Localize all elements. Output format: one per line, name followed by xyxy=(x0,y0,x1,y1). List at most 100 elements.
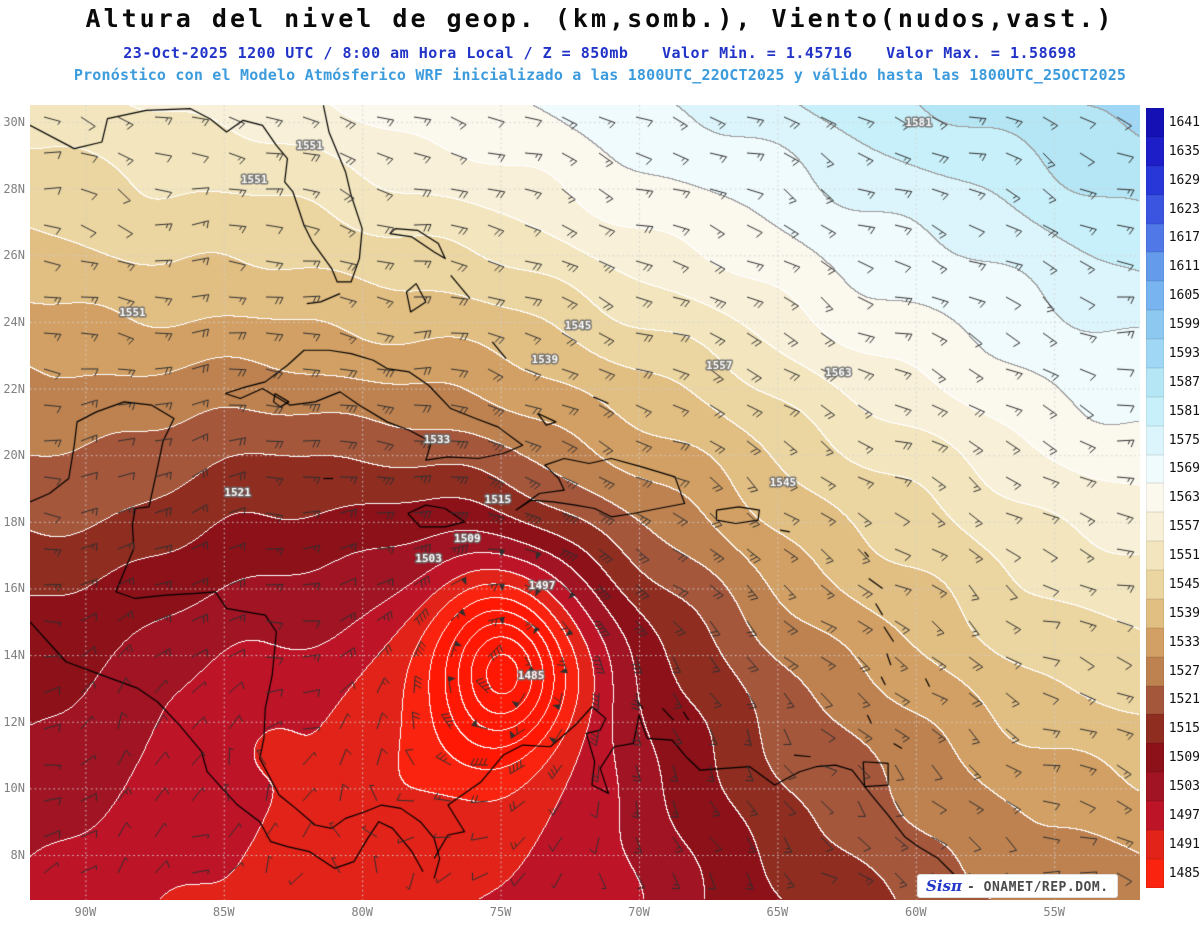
colorbar-row: 1641 xyxy=(1146,108,1200,137)
colorbar-row: 1611 xyxy=(1146,252,1200,282)
colorbar-label: 1641 xyxy=(1168,114,1200,130)
colorbar-row: 1545 xyxy=(1146,570,1200,599)
page-title: Altura del nivel de geop. (km,somb.), Vi… xyxy=(85,4,1115,33)
colorbar-cell xyxy=(1146,512,1164,542)
lon-tick-label: 55W xyxy=(1043,905,1066,919)
lon-tick-label: 60W xyxy=(904,905,927,919)
colorbar-label: 1605 xyxy=(1168,288,1200,304)
colorbar-row: 1575 xyxy=(1146,425,1200,455)
colorbar-row: 1635 xyxy=(1146,136,1200,166)
lat-tick-label: 28N xyxy=(3,181,25,196)
colorbar-row: 1569 xyxy=(1146,454,1200,484)
colorbar-cell xyxy=(1146,252,1164,282)
colorbar-row: 1629 xyxy=(1146,165,1200,195)
colorbar-cell xyxy=(1146,656,1164,686)
colorbar-cell xyxy=(1146,743,1164,773)
colorbar-row: 1617 xyxy=(1146,223,1200,253)
colorbar-row: 1605 xyxy=(1146,281,1200,311)
colorbar-row: 1533 xyxy=(1146,627,1200,657)
colorbar-cell xyxy=(1146,396,1164,426)
colorbar-label: 1563 xyxy=(1168,490,1200,506)
colorbar-label: 1635 xyxy=(1168,143,1200,159)
colorbar-label: 1539 xyxy=(1168,605,1200,621)
colorbar-cell xyxy=(1146,801,1164,830)
colorbar-row: 1527 xyxy=(1146,656,1200,686)
lat-tick-label: 12N xyxy=(3,714,25,729)
colorbar-cell xyxy=(1146,136,1164,166)
colorbar-cell xyxy=(1146,570,1164,599)
colorbar-cell xyxy=(1146,714,1164,744)
colorbar-row: 1503 xyxy=(1146,772,1200,801)
colorbar-row: 1515 xyxy=(1146,714,1200,744)
colorbar-row: 1521 xyxy=(1146,685,1200,715)
lat-axis: 30N 28N 26N 24N 22N 20N 18N 16N 14N 12N 10N 8N xyxy=(0,105,28,900)
colorbar-row: 1497 xyxy=(1146,801,1200,830)
colorbar-label: 1503 xyxy=(1168,779,1200,795)
colorbar-label: 1521 xyxy=(1168,692,1200,708)
colorbar-row: 1599 xyxy=(1146,310,1200,339)
colorbar-label: 1533 xyxy=(1168,634,1200,650)
colorbar: 1641 1635 1629 1623 1617 1611 1605 1599 1593 1587… xyxy=(1146,108,1200,888)
colorbar-label: 1629 xyxy=(1168,172,1200,188)
colorbar-label: 1611 xyxy=(1168,259,1200,275)
lat-tick-label: 14N xyxy=(3,648,25,663)
colorbar-label: 1575 xyxy=(1168,432,1200,448)
colorbar-row: 1491 xyxy=(1146,829,1200,859)
colorbar-cell xyxy=(1146,194,1164,224)
lat-tick-label: 26N xyxy=(3,248,25,263)
colorbar-row: 1587 xyxy=(1146,367,1200,397)
colorbar-cell xyxy=(1146,454,1164,484)
colorbar-cell xyxy=(1146,598,1164,628)
valid-time-label: 23-Oct-2025 1200 UTC / 8:00 am Hora Loca… xyxy=(123,44,629,62)
map-canvas xyxy=(30,105,1140,900)
watermark-brand: Sisπ xyxy=(926,877,962,895)
colorbar-row: 1623 xyxy=(1146,194,1200,224)
colorbar-label: 1587 xyxy=(1168,374,1200,390)
colorbar-label: 1509 xyxy=(1168,750,1200,766)
lat-tick-label: 22N xyxy=(3,381,25,396)
watermark: Sisπ - ONAMET/REP.DOM. xyxy=(918,875,1117,897)
lon-tick-label: 80W xyxy=(351,905,373,919)
lat-tick-label: 20N xyxy=(3,448,25,463)
colorbar-label: 1527 xyxy=(1168,663,1200,679)
lat-tick-label: 8N xyxy=(10,848,25,863)
colorbar-cell xyxy=(1146,483,1164,513)
lat-tick-label: 10N xyxy=(3,781,25,796)
colorbar-cell xyxy=(1146,541,1164,570)
colorbar-cell xyxy=(1146,223,1164,253)
subtitle-line1: 23-Oct-2025 1200 UTC / 8:00 am Hora Loca… xyxy=(0,44,1200,62)
colorbar-cell xyxy=(1146,685,1164,715)
colorbar-label: 1497 xyxy=(1168,807,1200,823)
colorbar-cell xyxy=(1146,829,1164,859)
colorbar-label: 1569 xyxy=(1168,461,1200,477)
colorbar-label: 1593 xyxy=(1168,345,1200,361)
colorbar-label: 1623 xyxy=(1168,201,1200,217)
lon-tick-label: 70W xyxy=(628,905,650,919)
lat-tick-label: 30N xyxy=(3,114,25,129)
colorbar-row: 1581 xyxy=(1146,396,1200,426)
colorbar-cell xyxy=(1146,627,1164,657)
colorbar-cell xyxy=(1146,425,1164,455)
map-area: Sisπ - ONAMET/REP.DOM. xyxy=(30,105,1140,900)
colorbar-row: 1557 xyxy=(1146,512,1200,542)
colorbar-label: 1485 xyxy=(1168,865,1200,881)
lon-axis: 90W 85W 80W 75W 70W 65W 60W 55W xyxy=(30,903,1140,923)
colorbar-cell xyxy=(1146,310,1164,339)
colorbar-cell xyxy=(1146,165,1164,195)
lat-tick-label: 16N xyxy=(3,581,25,596)
watermark-org: - ONAMET/REP.DOM. xyxy=(966,880,1109,895)
lat-tick-label: 18N xyxy=(3,514,25,529)
colorbar-cell xyxy=(1146,339,1164,368)
colorbar-cell xyxy=(1146,367,1164,397)
min-value-label: Valor Min. = 1.45716 xyxy=(661,44,853,62)
colorbar-row: 1593 xyxy=(1146,339,1200,368)
colorbar-label: 1491 xyxy=(1168,836,1200,852)
colorbar-row: 1509 xyxy=(1146,743,1200,773)
colorbar-row: 1485 xyxy=(1146,858,1200,888)
subtitle-line2: Pronóstico con el Modelo Atmósferico WRF… xyxy=(73,66,1127,84)
colorbar-row: 1551 xyxy=(1146,541,1200,570)
lon-tick-label: 65W xyxy=(766,905,789,919)
colorbar-label: 1551 xyxy=(1168,548,1200,564)
colorbar-cell xyxy=(1146,858,1164,888)
